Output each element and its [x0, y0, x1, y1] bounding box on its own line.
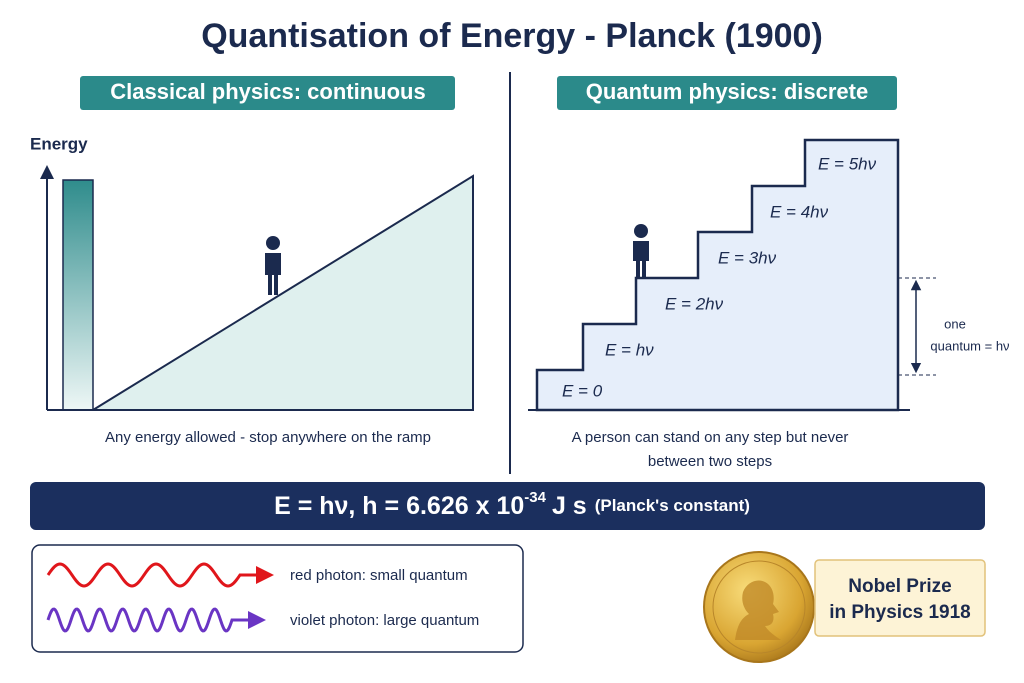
red-wave	[46, 562, 274, 588]
medal-rim	[712, 560, 806, 654]
heading: Classical physics: continuous	[110, 79, 425, 104]
caption: between two steps	[648, 453, 772, 470]
quantum-label: one	[944, 316, 966, 331]
step-label: E = 5hν	[818, 154, 877, 173]
heading: Quantum physics: discrete	[586, 79, 868, 104]
step-label: E = 2hν	[665, 294, 724, 313]
step-label: E = hν	[605, 340, 654, 359]
step-label: E = 0	[562, 381, 603, 400]
violet-wave	[46, 607, 266, 633]
axis-label: Energy	[30, 134, 88, 153]
nobel-box	[814, 559, 986, 637]
nobel-text: Nobel Prize	[848, 576, 951, 597]
photon-label: violet photon: large quantum	[290, 612, 479, 629]
person	[265, 236, 281, 295]
heading-box	[557, 76, 897, 110]
nobel-text: in Physics 1918	[829, 602, 971, 623]
ramp	[89, 174, 474, 411]
formula: E = hν, h = 6.626 x 10-34 J s (Planck's co…	[274, 489, 750, 520]
caption: A person can stand on any step but never	[572, 429, 849, 446]
formula-main: E = hν, h = 6.626 x 10	[274, 492, 524, 520]
staircase	[535, 138, 900, 412]
formula-note: (Planck's constant)	[595, 496, 750, 515]
photon-label: red photon: small quantum	[290, 567, 468, 584]
step-label: E = 4hν	[770, 202, 829, 221]
heading-box	[80, 76, 455, 110]
formula-exponent: -34	[524, 489, 546, 506]
photon-box	[31, 544, 524, 653]
formula-bar	[30, 482, 985, 530]
formula-unit: J s	[552, 492, 587, 520]
energy-bar	[62, 179, 94, 411]
person	[633, 224, 649, 278]
medal-profile	[735, 580, 781, 640]
caption: Any energy allowed - stop anywhere on th…	[105, 429, 431, 446]
title: Quantisation of Energy - Planck (1900)	[201, 17, 823, 55]
step-label: E = 3hν	[718, 248, 777, 267]
quantum-label: quantum = hν	[930, 338, 1009, 353]
